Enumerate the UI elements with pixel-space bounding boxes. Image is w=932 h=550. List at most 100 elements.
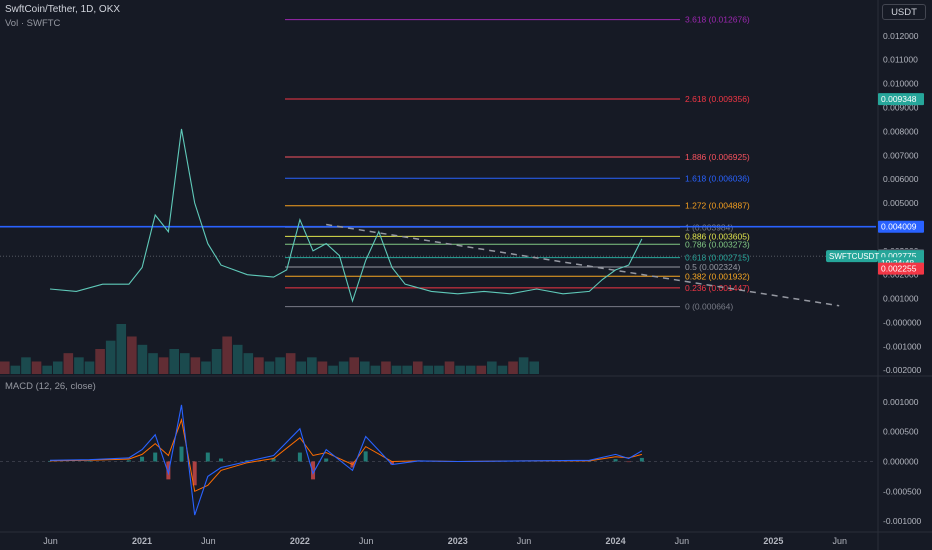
macd-histogram-bar	[218, 458, 223, 462]
macd-axis-tick: 0.000500	[883, 427, 919, 437]
time-axis-tick: Jun	[675, 536, 690, 546]
price-axis-tick: 0.011000	[883, 55, 918, 65]
macd-axis-tick: -0.001000	[883, 516, 922, 526]
macd-histogram-bar	[153, 452, 158, 462]
macd-histogram-bar	[140, 456, 145, 462]
volume-bar	[465, 365, 476, 374]
time-axis-tick: 2021	[132, 536, 152, 546]
macd-line	[49, 404, 643, 516]
macd-axis-tick: -0.000500	[883, 486, 922, 496]
time-axis-tick: Jun	[201, 536, 216, 546]
macd-histogram-bar	[205, 452, 210, 462]
volume-bar	[423, 365, 434, 374]
volume-bar	[137, 344, 148, 374]
volume-bar	[63, 353, 74, 374]
volume-bar	[180, 353, 190, 374]
volume-bar	[487, 361, 497, 374]
macd-histogram-bar	[613, 459, 618, 462]
volume-bar	[0, 361, 10, 374]
volume-bar	[307, 357, 317, 374]
symbol-tag-box	[826, 250, 878, 263]
volume-bar	[412, 361, 423, 374]
volume-bar	[360, 361, 370, 374]
volume-bar	[116, 324, 127, 374]
volume-bar	[254, 357, 264, 374]
price-tag-box	[878, 220, 924, 233]
price-axis-tick: 0.005000	[883, 198, 919, 208]
price-axis-tick: -0.000000	[883, 317, 922, 327]
price-tag-box	[878, 93, 924, 106]
volume-bar	[285, 353, 296, 374]
price-axis-tick: -0.001000	[883, 341, 922, 351]
volume-bar	[158, 357, 169, 374]
macd-histogram-bar	[626, 461, 631, 463]
volume-bar	[529, 361, 539, 374]
price-axis-tick: 0.010000	[883, 79, 919, 89]
volume-bar	[402, 365, 412, 374]
volume-bar	[74, 357, 84, 374]
volume-bar	[434, 365, 444, 374]
fib-level-label: 0.5 (0.002324)	[685, 262, 740, 272]
volume-bar	[476, 365, 487, 374]
volume-bar	[52, 361, 63, 374]
price-axis-tick: 0.006000	[883, 174, 919, 184]
macd-histogram-bar	[363, 451, 368, 462]
macd-axis-tick: 0.000000	[883, 457, 919, 467]
macd-histogram-bar	[639, 457, 644, 462]
price-axis-tick: 0.001000	[883, 294, 919, 304]
macd-signal-line	[49, 417, 643, 493]
volume-bar	[328, 365, 338, 374]
price-tag-label: 0.002255	[881, 264, 917, 274]
volume-bar	[444, 361, 455, 374]
time-axis-tick: Jun	[359, 536, 374, 546]
fib-level-label: 0.236 (0.001447)	[685, 283, 750, 293]
volume-bar	[105, 340, 116, 374]
volume-bar	[264, 361, 275, 374]
time-axis-tick: 2022	[290, 536, 310, 546]
price-axis-tick: 0.012000	[883, 31, 919, 41]
volume-bar	[127, 336, 137, 374]
volume-bar	[222, 336, 232, 374]
volume-bar	[95, 349, 105, 374]
volume-bar	[169, 349, 179, 374]
macd-label: MACD (12, 26, close)	[5, 381, 96, 392]
fib-level-label: 1.618 (0.006036)	[685, 173, 750, 183]
fib-level-label: 0.618 (0.002715)	[685, 253, 750, 263]
macd-histogram-bar	[245, 460, 250, 462]
volume-bar	[21, 357, 31, 374]
price-tag-label: 0.004009	[881, 222, 917, 232]
price-series-line	[49, 128, 643, 303]
macd-axis-tick: 0.001000	[883, 397, 919, 407]
fib-level-label: 0.886 (0.003605)	[685, 231, 750, 241]
time-axis-tick: Jun	[832, 536, 847, 546]
volume-bar	[455, 365, 465, 374]
volume-bar	[497, 365, 508, 374]
price-axis-tick: 0.008000	[883, 126, 919, 136]
macd-histogram-bar	[47, 460, 52, 462]
volume-bar	[275, 357, 285, 374]
macd-histogram-bar	[324, 458, 329, 462]
volume-bar	[211, 349, 222, 374]
price-tag-label: 0.002775	[881, 251, 917, 261]
volume-bar	[349, 357, 359, 374]
macd-histogram-bar	[389, 461, 394, 465]
time-axis-tick: 2023	[448, 536, 468, 546]
fib-level-label: 2.618 (0.009356)	[685, 94, 750, 104]
currency-unit-button[interactable]: USDT	[882, 4, 926, 20]
volume-bar	[508, 361, 518, 374]
macd-histogram-bar	[311, 461, 316, 480]
trendline	[326, 223, 840, 307]
time-axis-tick: Jun	[517, 536, 532, 546]
time-axis-tick: Jun	[43, 536, 58, 546]
volume-bar	[232, 344, 243, 374]
volume-bar	[317, 361, 328, 374]
volume-bar	[518, 357, 529, 374]
volume-bar	[296, 361, 307, 374]
symbol-tag: SWFTCUSDT	[829, 252, 879, 261]
fib-level-label: 0.382 (0.001932)	[685, 271, 750, 281]
volume-bar	[201, 361, 211, 374]
time-axis-tick: 2024	[606, 536, 626, 546]
volume-bar	[391, 365, 402, 374]
time-axis-tick: 2025	[763, 536, 783, 546]
